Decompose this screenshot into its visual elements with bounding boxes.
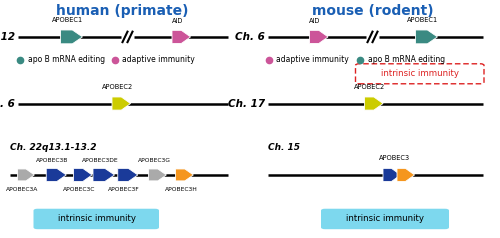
Polygon shape (383, 169, 400, 181)
Text: APOBEC2: APOBEC2 (102, 84, 133, 90)
Polygon shape (172, 30, 191, 43)
FancyBboxPatch shape (321, 209, 449, 229)
Text: Ch. 17: Ch. 17 (228, 99, 265, 109)
Text: APOBEC3A: APOBEC3A (6, 187, 38, 192)
Polygon shape (118, 169, 138, 181)
Text: adaptive immunity: adaptive immunity (276, 55, 349, 64)
Text: adaptive immunity: adaptive immunity (122, 55, 195, 64)
Text: intrinsic immunity: intrinsic immunity (58, 214, 136, 223)
Text: APOBEC3: APOBEC3 (380, 155, 410, 161)
Polygon shape (112, 97, 130, 110)
Text: AID: AID (172, 18, 183, 24)
Text: APOBEC3B: APOBEC3B (36, 158, 68, 163)
Polygon shape (310, 30, 328, 43)
Text: APOBEC3DE: APOBEC3DE (82, 158, 118, 163)
Text: intrinsic immunity: intrinsic immunity (381, 69, 459, 78)
Text: human (primate): human (primate) (56, 4, 189, 18)
Polygon shape (416, 30, 438, 44)
Text: APOBEC1: APOBEC1 (407, 17, 438, 23)
Text: APOBEC3H: APOBEC3H (164, 187, 198, 192)
Text: APOBEC3G: APOBEC3G (138, 158, 170, 163)
Text: APOBEC3F: APOBEC3F (108, 187, 140, 192)
Polygon shape (93, 169, 114, 181)
Text: APOBEC1: APOBEC1 (52, 17, 83, 23)
Polygon shape (148, 169, 166, 181)
Polygon shape (176, 169, 194, 181)
Text: apo B mRNA editing: apo B mRNA editing (28, 55, 104, 64)
Polygon shape (18, 169, 34, 181)
Text: Ch. 6: Ch. 6 (235, 32, 265, 42)
Text: apo B mRNA editing: apo B mRNA editing (368, 55, 444, 64)
Text: mouse (rodent): mouse (rodent) (312, 4, 434, 18)
Polygon shape (397, 169, 414, 181)
Text: APOBEC3C: APOBEC3C (63, 187, 95, 192)
FancyBboxPatch shape (34, 209, 159, 229)
Text: AID: AID (310, 18, 320, 24)
Text: Ch. 15: Ch. 15 (268, 143, 300, 152)
FancyBboxPatch shape (356, 64, 484, 84)
Text: APOBEC2: APOBEC2 (354, 84, 386, 90)
Text: Ch. 22q13.1-13.2: Ch. 22q13.1-13.2 (10, 143, 97, 152)
Polygon shape (46, 169, 66, 181)
Text: Ch. 12: Ch. 12 (0, 32, 15, 42)
Text: Ch. 6: Ch. 6 (0, 99, 15, 109)
Polygon shape (364, 97, 383, 110)
Polygon shape (60, 30, 82, 44)
Polygon shape (74, 169, 92, 181)
Text: intrinsic immunity: intrinsic immunity (346, 214, 424, 223)
